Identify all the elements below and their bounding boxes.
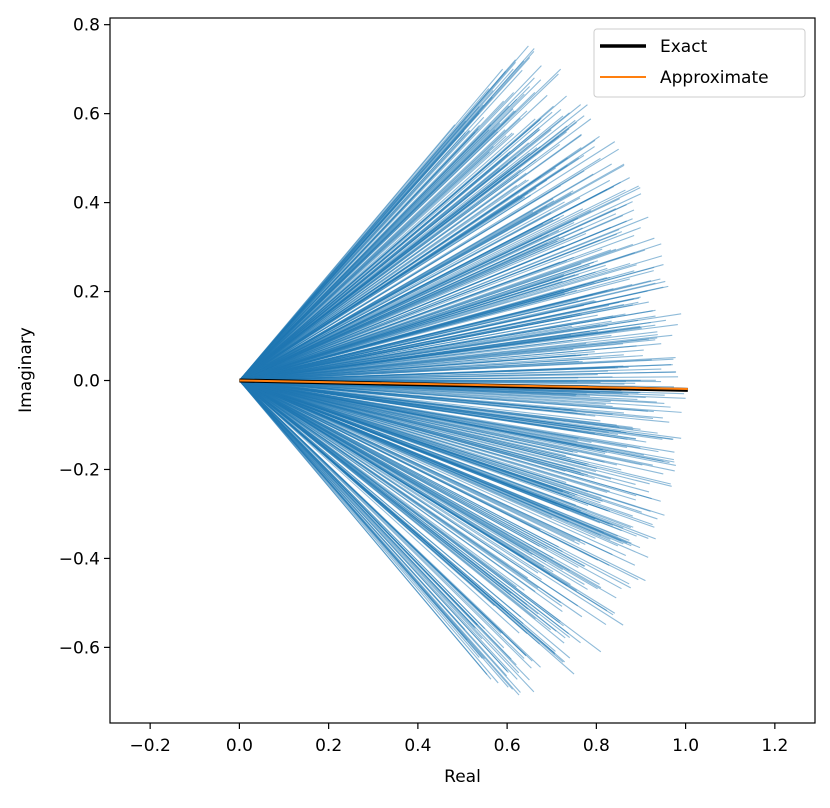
x-tick-label: 0.8 xyxy=(583,736,610,756)
y-tick-label: 0.8 xyxy=(73,16,100,36)
x-tick-label: 0.6 xyxy=(494,736,521,756)
y-tick-label: 0.6 xyxy=(73,105,100,125)
y-axis-label: Imaginary xyxy=(16,327,36,413)
x-tick-label: 0.4 xyxy=(404,736,431,756)
x-tick-label: 1.0 xyxy=(672,736,699,756)
y-tick-label: 0.4 xyxy=(73,194,100,214)
x-axis-label: Real xyxy=(444,767,481,787)
x-tick-label: 1.2 xyxy=(761,736,788,756)
y-tick-label: −0.4 xyxy=(59,549,100,569)
x-tick-label: −0.2 xyxy=(130,736,171,756)
y-tick-label: 0.0 xyxy=(73,372,100,392)
legend-label-approximate: Approximate xyxy=(660,68,769,88)
x-tick-label: 0.0 xyxy=(226,736,253,756)
legend-label-exact: Exact xyxy=(660,37,708,57)
x-tick-label: 0.2 xyxy=(315,736,342,756)
legend: Exact Approximate xyxy=(594,29,805,97)
y-tick-label: −0.6 xyxy=(59,638,100,658)
y-tick-label: −0.2 xyxy=(59,460,100,480)
y-tick-label: 0.2 xyxy=(73,283,100,303)
